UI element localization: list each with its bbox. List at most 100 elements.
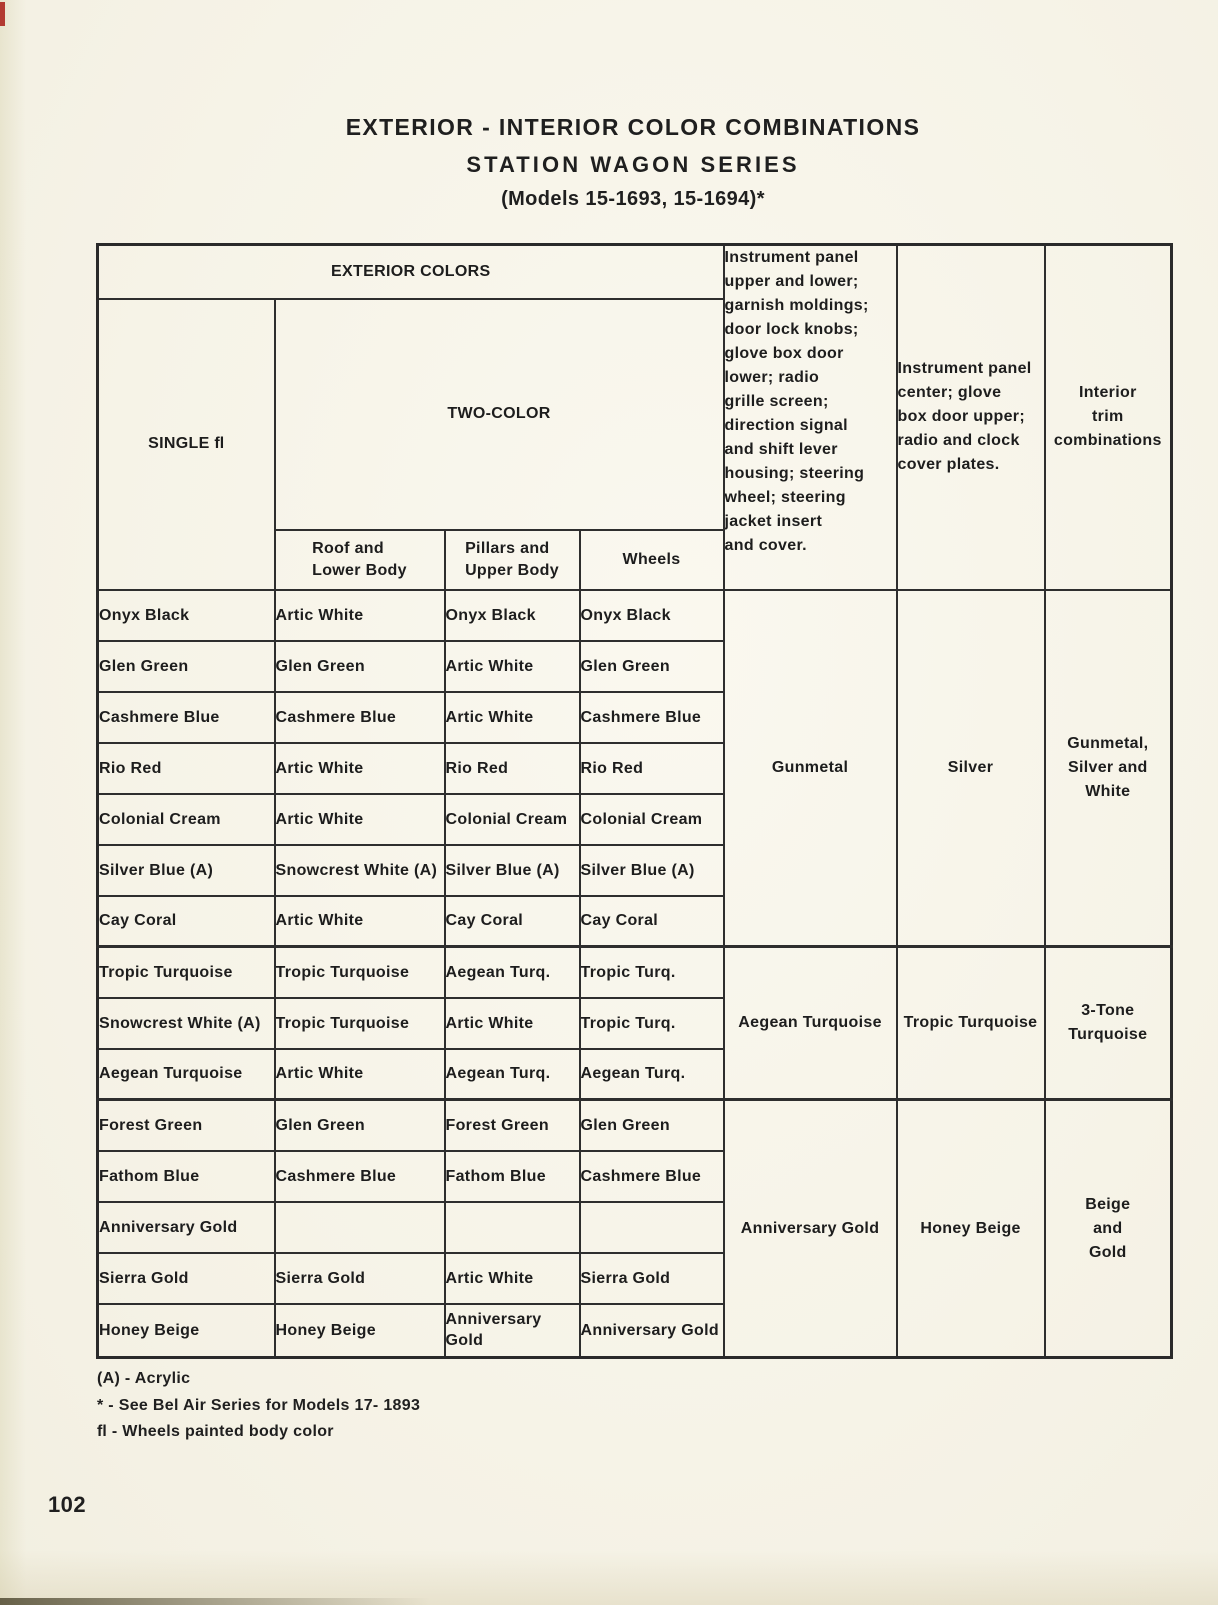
interior-trim-group-cell: 3-Tone Turquoise	[1043, 945, 1173, 1101]
wheels-cell: Onyx Black	[578, 588, 725, 642]
pillars-upper-cell: Colonial Cream	[443, 792, 581, 846]
wheels-cell: Glen Green	[578, 1098, 725, 1152]
roof-lower-cell: Artic White	[273, 792, 446, 846]
single-color-cell: Cashmere Blue	[96, 690, 276, 744]
single-color-cell: Fathom Blue	[96, 1149, 276, 1203]
roof-lower-cell	[273, 1200, 446, 1254]
table-row: Rio Red Artic White Rio Red Rio Red	[96, 741, 1172, 795]
pillars-upper-cell: Artic White	[443, 1251, 581, 1305]
pillars-upper-cell: Artic White	[443, 996, 581, 1050]
table-row: Cay Coral Artic White Cay Coral Cay Cora…	[96, 894, 1172, 948]
single-color-cell: Forest Green	[96, 1098, 276, 1152]
roof-lower-cell: Artic White	[273, 1047, 446, 1101]
single-color-cell: Honey Beige	[96, 1302, 276, 1359]
wheels-cell: Colonial Cream	[578, 792, 725, 846]
table-row: Forest Green Glen Green Forest Green Gle…	[96, 1098, 1173, 1359]
roof-lower-cell: Tropic Turquoise	[273, 945, 446, 999]
roof-lower-cell: Sierra Gold	[273, 1251, 446, 1305]
interior-trim-header: Interior trim combinations	[1043, 243, 1173, 591]
roof-lower-cell: Honey Beige	[273, 1302, 446, 1359]
table-row: Onyx Black Artic White Onyx Black Onyx B…	[96, 588, 1173, 948]
wheels-cell	[578, 1200, 725, 1254]
table-row: Cashmere Blue Cashmere Blue Artic White …	[96, 690, 1172, 744]
single-color-cell: Cay Coral	[96, 894, 276, 948]
color-combinations-table: EXTERIOR COLORS Instrument panel upper a…	[96, 243, 1174, 1359]
single-color-cell: Snowcrest White (A)	[96, 996, 276, 1050]
footnote-acrylic: (A) - Acrylic	[97, 1370, 191, 1387]
scan-corner-mark	[0, 2, 5, 26]
wheels-cell: Anniversary Gold	[578, 1302, 725, 1359]
pillars-upper-body-header: Pillars and Upper Body	[443, 528, 581, 591]
single-color-cell: Onyx Black	[96, 588, 276, 642]
wheels-cell: Aegean Turq.	[578, 1047, 725, 1101]
roof-lower-cell: Cashmere Blue	[273, 1149, 446, 1203]
wheels-cell: Rio Red	[578, 741, 725, 795]
header-row-subcolumns: Roof and Lower Body Pillars and Upper Bo…	[98, 528, 1172, 591]
single-color-cell: Sierra Gold	[96, 1251, 276, 1305]
title-block: EXTERIOR - INTERIOR COLOR COMBINATIONS S…	[96, 114, 1170, 211]
panel-left-group-cell: Anniversary Gold	[722, 1098, 898, 1359]
roof-lower-cell: Tropic Turquoise	[273, 996, 446, 1050]
single-color-cell: Rio Red	[96, 741, 276, 795]
pillars-upper-cell: Forest Green	[443, 1098, 581, 1152]
wheels-cell: Glen Green	[578, 639, 725, 693]
pillars-upper-cell: Silver Blue (A)	[443, 843, 581, 897]
page-models: (Models 15-1693, 15-1694)*	[501, 188, 765, 210]
single-color-cell: Tropic Turquoise	[96, 945, 276, 999]
footnote-bel-air: * - See Bel Air Series for Models 17- 18…	[97, 1396, 421, 1414]
pillars-upper-cell: Fathom Blue	[443, 1149, 581, 1203]
roof-lower-cell: Artic White	[273, 741, 446, 795]
roof-lower-cell: Cashmere Blue	[273, 690, 446, 744]
table-row: Snowcrest White (A) Tropic Turquoise Art…	[96, 996, 1172, 1050]
pillars-upper-cell: Aegean Turq.	[443, 945, 581, 999]
two-color-header: TWO-COLOR	[273, 297, 725, 531]
roof-lower-cell: Glen Green	[273, 1098, 446, 1152]
roof-lower-cell: Snowcrest White (A)	[273, 843, 446, 897]
single-color-cell: Aegean Turquoise	[96, 1047, 276, 1101]
table-row: Glen Green Glen Green Artic White Glen G…	[96, 639, 1172, 693]
page-title: EXTERIOR - INTERIOR COLOR COMBINATIONS	[345, 114, 921, 140]
header-row-two-color: SINGLE ﬂ TWO-COLOR	[96, 297, 1172, 591]
table-row: Silver Blue (A) Snowcrest White (A) Silv…	[96, 843, 1172, 897]
pillars-upper-body-label: Pillars and Upper Body	[465, 539, 559, 579]
wheels-cell: Cashmere Blue	[578, 1149, 725, 1203]
wheels-cell: Cay Coral	[578, 894, 725, 948]
pillars-upper-cell: Rio Red	[443, 741, 581, 795]
exterior-colors-header: EXTERIOR COLORS	[96, 243, 725, 300]
interior-trim-group-cell: Beige and Gold	[1043, 1098, 1173, 1359]
header-row-exterior: EXTERIOR COLORS Instrument panel upper a…	[96, 243, 1173, 591]
table-row: Tropic Turquoise Tropic Turquoise Aegean…	[96, 945, 1173, 1101]
pillars-upper-cell: Artic White	[443, 639, 581, 693]
roof-lower-body-label: Roof and Lower Body	[312, 539, 407, 579]
single-color-cell: Glen Green	[96, 639, 276, 693]
panel-left-group-cell: Gunmetal	[722, 588, 898, 948]
footnotes: (A) - Acrylic * - See Bel Air Series for…	[97, 1366, 420, 1446]
pillars-upper-cell: Anniversary Gold	[443, 1302, 581, 1359]
pillars-upper-cell: Aegean Turq.	[443, 1047, 581, 1101]
instrument-panel-left-header: Instrument panel upper and lower; garnis…	[722, 243, 898, 591]
table-row: Fathom Blue Cashmere Blue Fathom Blue Ca…	[96, 1149, 1172, 1203]
single-color-cell: Colonial Cream	[96, 792, 276, 846]
pillars-upper-cell: Cay Coral	[443, 894, 581, 948]
roof-lower-body-header: Roof and Lower Body	[273, 528, 446, 591]
wheels-cell: Sierra Gold	[578, 1251, 725, 1305]
wheels-cell: Cashmere Blue	[578, 690, 725, 744]
pillars-upper-cell: Onyx Black	[443, 588, 581, 642]
panel-center-group-cell: Silver	[895, 588, 1046, 948]
roof-lower-cell: Glen Green	[273, 639, 446, 693]
interior-trim-group-cell: Gunmetal, Silver and White	[1043, 588, 1173, 948]
wheels-cell: Tropic Turq.	[578, 996, 725, 1050]
page-subtitle: STATION WAGON SERIES	[466, 152, 800, 177]
table-row: Anniversary Gold	[96, 1200, 1172, 1254]
table-row: Aegean Turquoise Artic White Aegean Turq…	[96, 1047, 1172, 1101]
table-row: Sierra Gold Sierra Gold Artic White Sier…	[96, 1251, 1172, 1305]
panel-left-group-cell: Aegean Turquoise	[722, 945, 898, 1101]
pillars-upper-cell: Artic White	[443, 690, 581, 744]
table-row: Honey Beige Honey Beige Anniversary Gold…	[96, 1302, 1172, 1359]
panel-center-group-cell: Honey Beige	[895, 1098, 1046, 1359]
instrument-panel-center-header: Instrument panel center; glove box door …	[895, 243, 1046, 591]
scan-bottom-shade	[0, 1550, 1218, 1605]
panel-center-group-cell: Tropic Turquoise	[895, 945, 1046, 1101]
scan-bottom-strip	[0, 1598, 430, 1605]
